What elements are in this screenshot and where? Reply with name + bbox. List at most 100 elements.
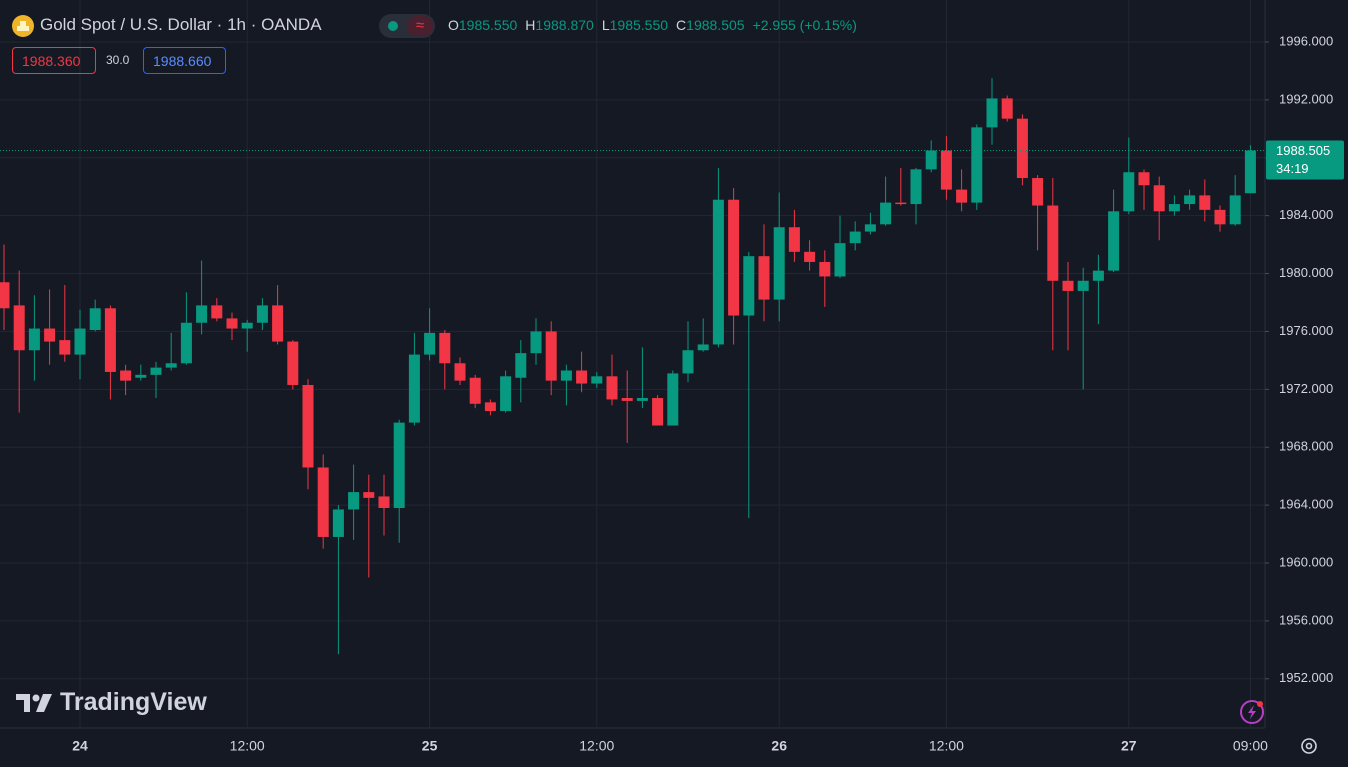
candle-body <box>697 344 709 351</box>
lightning-button[interactable] <box>1237 697 1267 727</box>
candle-body <box>363 492 375 498</box>
candle-body <box>1092 270 1104 281</box>
candle-body <box>1123 172 1135 212</box>
candle-body <box>393 422 405 509</box>
candle-body <box>986 98 998 128</box>
candle-body <box>667 373 679 426</box>
ohlc-item: C1988.505 <box>676 17 745 33</box>
candle-body <box>317 467 329 537</box>
candle-body <box>515 353 527 378</box>
candle-body <box>1214 209 1226 225</box>
candle-body <box>211 305 223 319</box>
y-tick-label: 1952.000 <box>1279 670 1333 685</box>
spread: 30.0 <box>106 53 130 67</box>
last-price-label: 1988.505 <box>1276 143 1330 158</box>
candle-body <box>956 189 968 203</box>
candle-body <box>864 224 876 232</box>
candle-body <box>804 251 816 262</box>
change: +2.955 (+0.15%) <box>752 17 857 33</box>
candle-body <box>0 282 10 309</box>
symbol-title: Gold Spot / U.S. Dollar · 1h · OANDA <box>40 15 322 34</box>
candle-body <box>484 402 496 412</box>
candle-body <box>1032 178 1044 206</box>
candle-body <box>1016 118 1028 179</box>
candle-body <box>272 305 284 342</box>
candle-body <box>1108 211 1120 271</box>
sell-button[interactable]: 1988.360 <box>12 47 96 74</box>
candle-body <box>1001 98 1013 119</box>
candle-body <box>348 492 360 510</box>
x-tick-label: 26 <box>771 738 787 754</box>
candle-body <box>180 322 192 364</box>
candle-body <box>788 227 800 252</box>
candle-body <box>545 331 557 381</box>
buy-button[interactable]: 1988.660 <box>143 47 226 74</box>
candle-body <box>59 340 71 355</box>
candle-body <box>89 308 101 330</box>
candle-body <box>150 367 162 375</box>
x-tick-label: 09:00 <box>1233 738 1268 754</box>
candle-body <box>500 376 512 412</box>
y-tick-label: 1992.000 <box>1279 91 1333 106</box>
candle-body <box>773 227 785 300</box>
candle-body <box>120 370 132 381</box>
candle-body <box>652 398 664 426</box>
candle-body <box>834 243 846 277</box>
candles <box>0 78 1256 655</box>
candle-body <box>1168 204 1180 212</box>
candle-body <box>743 256 755 316</box>
candle-body <box>104 308 116 372</box>
watermark-logo <box>16 693 52 712</box>
ohlc-value: 1985.550 <box>609 17 669 33</box>
x-tick-label: 12:00 <box>929 738 964 754</box>
candle-body <box>728 199 740 316</box>
y-tick-label: 1968.000 <box>1279 439 1333 454</box>
candle-body <box>424 332 436 355</box>
candle-body <box>1184 195 1196 205</box>
ohlc-label: O <box>448 17 459 33</box>
candle-body <box>682 350 694 374</box>
candle-body <box>28 328 40 351</box>
ohlc-label: C <box>676 17 687 33</box>
candle-body <box>408 354 420 423</box>
candle-body <box>925 150 937 170</box>
ohlc-item: H1988.870 <box>525 17 594 33</box>
candle-body <box>1077 280 1089 291</box>
candle-body <box>226 318 238 329</box>
candle-body <box>454 363 466 381</box>
candle-body <box>44 328 56 342</box>
candle-body <box>469 377 481 404</box>
candle-body <box>1062 280 1074 291</box>
candle-body <box>1047 205 1059 281</box>
candle-body <box>591 376 603 384</box>
candle-body <box>439 332 451 364</box>
candle-body <box>530 331 542 354</box>
y-tick-label: 1956.000 <box>1279 612 1333 627</box>
ohlc-legend: O1985.550 H1988.870 L1985.550 C1988.505 +2.9… <box>448 17 857 33</box>
candle-body <box>165 363 177 368</box>
candle-body <box>1199 195 1211 210</box>
y-tick-label: 1980.000 <box>1279 265 1333 280</box>
candle-body <box>758 256 770 300</box>
ohlc-value: 1985.550 <box>458 17 518 33</box>
candle-body <box>940 150 952 190</box>
candle-body <box>256 305 268 323</box>
y-tick-label: 1972.000 <box>1279 381 1333 396</box>
candle-body <box>880 202 892 225</box>
candle-body <box>971 127 983 203</box>
candle-body <box>895 202 907 205</box>
settings-button[interactable] <box>1297 734 1321 758</box>
status-pill[interactable]: ≈ <box>379 14 435 38</box>
candle-body <box>1153 185 1165 212</box>
y-tick-label: 1996.000 <box>1279 33 1333 48</box>
countdown: 34:19 <box>1276 161 1309 176</box>
y-tick-label: 1984.000 <box>1279 207 1333 222</box>
y-tick-label: 1960.000 <box>1279 554 1333 569</box>
candle-body <box>636 398 648 401</box>
candle-body <box>378 496 390 509</box>
candle-body <box>560 370 572 381</box>
watermark-text: TradingView <box>60 688 207 716</box>
ohlc-item: L1985.550 <box>602 17 668 33</box>
ohlc-item: O1985.550 <box>448 17 517 33</box>
